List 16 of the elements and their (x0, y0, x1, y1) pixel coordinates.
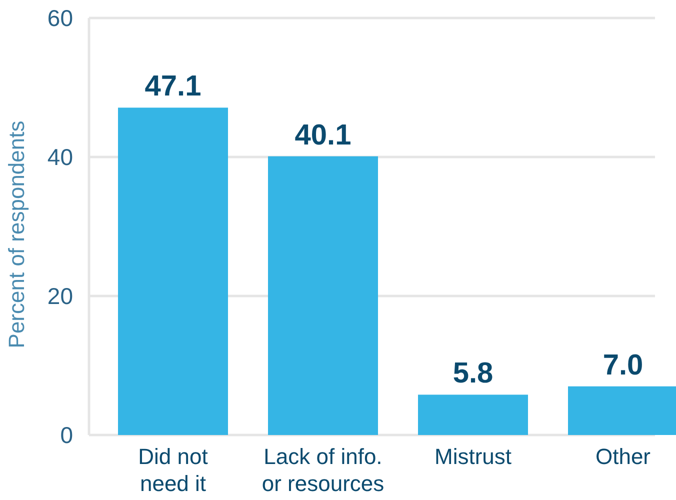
y-tick-label: 20 (47, 283, 73, 310)
x-tick-label: Mistrust (434, 444, 512, 469)
bar (268, 156, 378, 435)
y-tick-label: 40 (47, 144, 73, 170)
x-tick-label: Other (595, 444, 651, 469)
x-tick-label: Did not need it (138, 444, 208, 496)
data-label: 40.1 (294, 119, 352, 152)
bar (118, 108, 228, 435)
data-label: 5.8 (452, 358, 494, 390)
bar (418, 394, 528, 435)
data-label: 7.0 (602, 349, 644, 382)
y-tick-label: 60 (47, 5, 73, 32)
y-tick-label: 0 (60, 422, 73, 448)
x-tick-label: Lack of info. or resources (262, 444, 384, 496)
data-label: 47.1 (144, 70, 202, 103)
y-axis-title: Percent of respondents (4, 120, 29, 348)
